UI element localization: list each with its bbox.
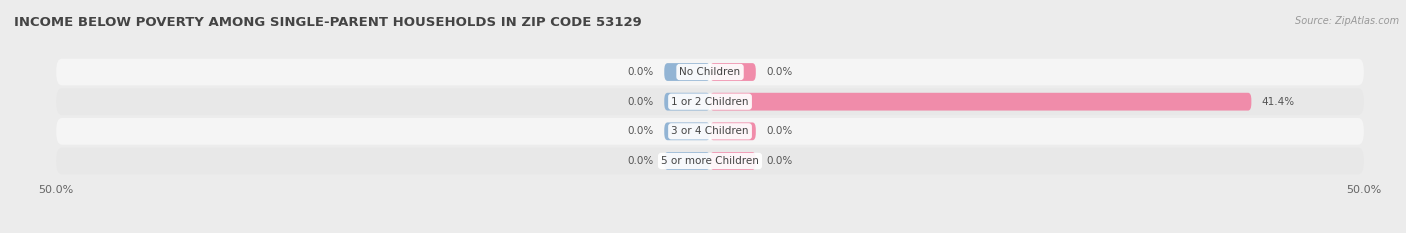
FancyBboxPatch shape (56, 88, 1364, 115)
Text: 0.0%: 0.0% (627, 97, 654, 107)
Text: INCOME BELOW POVERTY AMONG SINGLE-PARENT HOUSEHOLDS IN ZIP CODE 53129: INCOME BELOW POVERTY AMONG SINGLE-PARENT… (14, 16, 641, 29)
FancyBboxPatch shape (56, 118, 1364, 145)
Text: Source: ZipAtlas.com: Source: ZipAtlas.com (1295, 16, 1399, 26)
FancyBboxPatch shape (664, 63, 710, 81)
FancyBboxPatch shape (56, 59, 1364, 85)
Text: 0.0%: 0.0% (766, 156, 793, 166)
FancyBboxPatch shape (664, 122, 710, 140)
FancyBboxPatch shape (664, 152, 710, 170)
Text: 0.0%: 0.0% (766, 67, 793, 77)
Text: No Children: No Children (679, 67, 741, 77)
Text: 41.4%: 41.4% (1261, 97, 1295, 107)
Text: 3 or 4 Children: 3 or 4 Children (671, 126, 749, 136)
Text: 0.0%: 0.0% (766, 126, 793, 136)
Text: 1 or 2 Children: 1 or 2 Children (671, 97, 749, 107)
Text: 0.0%: 0.0% (627, 67, 654, 77)
Text: 5 or more Children: 5 or more Children (661, 156, 759, 166)
Text: 0.0%: 0.0% (627, 126, 654, 136)
FancyBboxPatch shape (56, 148, 1364, 174)
FancyBboxPatch shape (710, 63, 756, 81)
FancyBboxPatch shape (710, 93, 1251, 111)
FancyBboxPatch shape (664, 93, 710, 111)
FancyBboxPatch shape (710, 152, 756, 170)
FancyBboxPatch shape (710, 122, 756, 140)
Text: 0.0%: 0.0% (627, 156, 654, 166)
